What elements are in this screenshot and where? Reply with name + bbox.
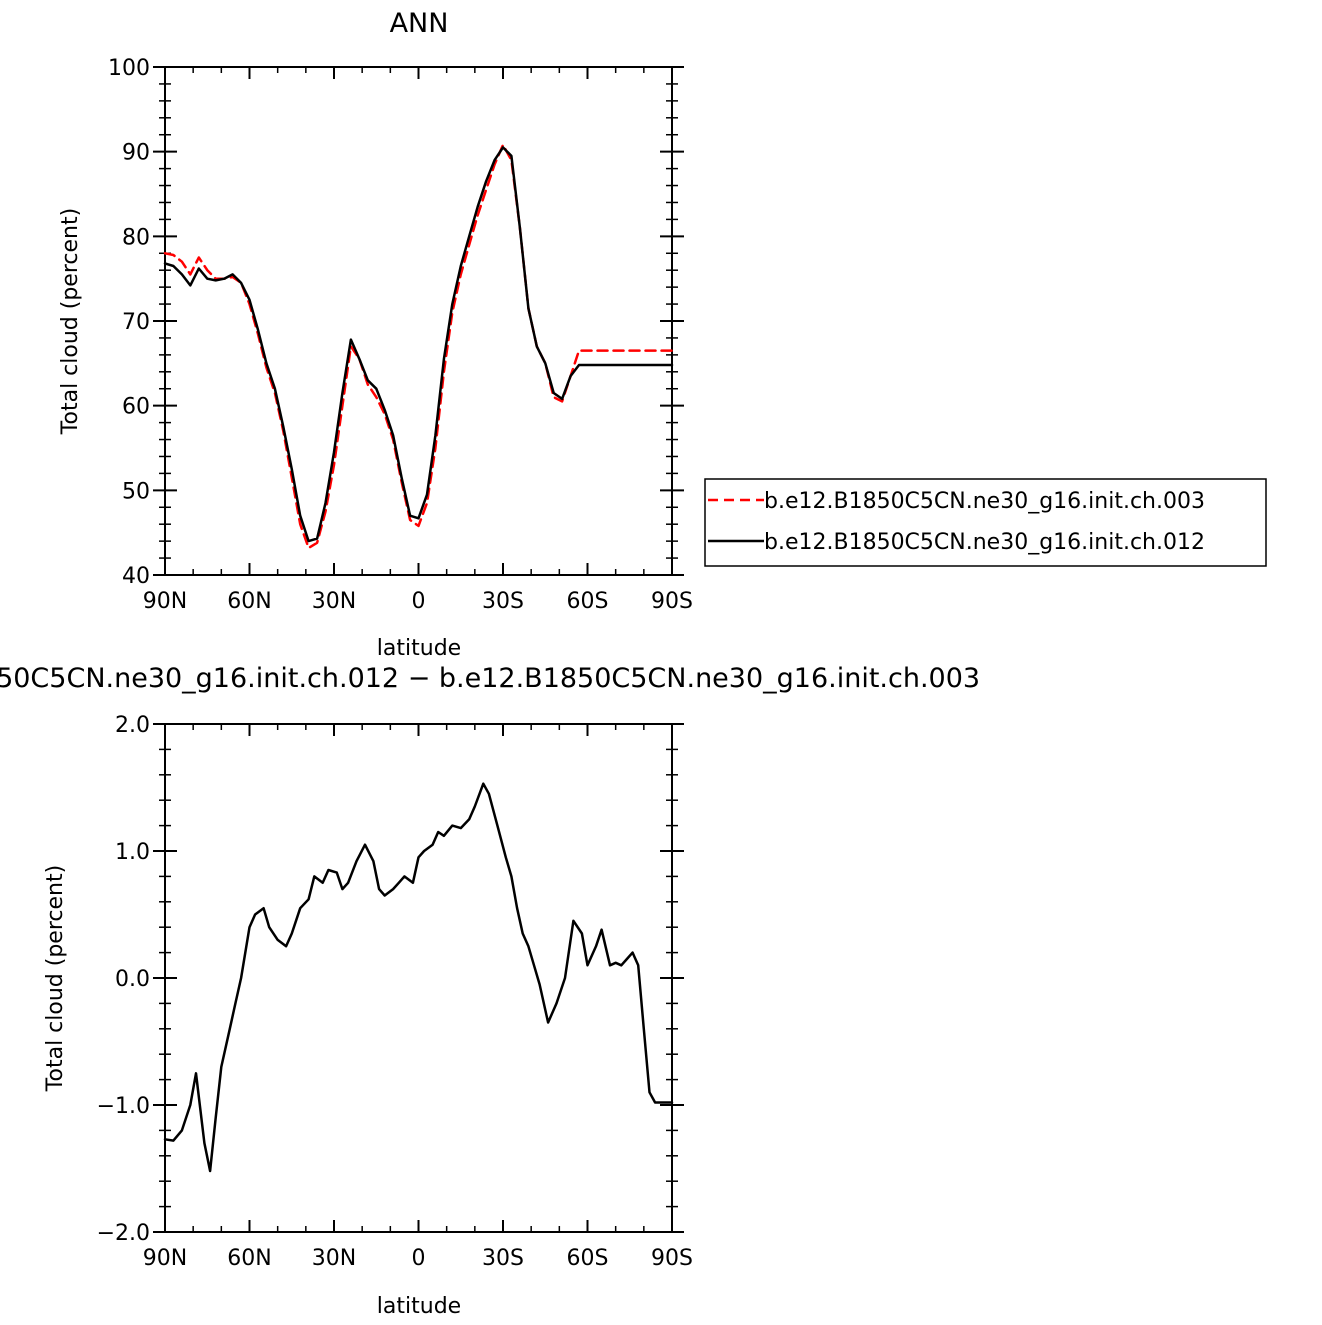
- bottom-y-tick-label: 1.0: [115, 840, 150, 865]
- top-x-tick-label: 30S: [482, 589, 524, 614]
- bottom-series-line-0: [163, 782, 674, 1173]
- top-x-tick-label: 60N: [227, 589, 271, 614]
- bottom-y-tick-label: 2.0: [115, 713, 150, 738]
- bottom-axis-ticks: 90N 60N 30N 0 30S 60S 90S −2.0 −1.0 0.0 1.0 2.0: [97, 713, 693, 1271]
- bottom-x-tick-label: 60N: [227, 1246, 271, 1271]
- top-plot-frame: [164, 66, 673, 576]
- top-panel: ANN 90N 60N 30N 0 30S 60S 90S 40 50 60 70 80 90 100 l…: [58, 8, 1267, 661]
- top-y-tick-label: 100: [108, 56, 150, 81]
- top-y-tick-label: 60: [122, 395, 150, 420]
- top-y-tick-label: 80: [122, 225, 150, 250]
- top-chart-title: ANN: [390, 8, 449, 39]
- top-y-axis-label: Total cloud (percent): [58, 208, 83, 435]
- bottom-x-tick-label: 30N: [312, 1246, 356, 1271]
- top-series-line-0: [163, 143, 674, 550]
- legend: b.e12.B1850C5CN.ne30_g16.init.ch.003 b.e…: [704, 478, 1267, 567]
- top-x-tick-label: 90N: [143, 589, 187, 614]
- bottom-chart-title: b.e12.B1850C5CN.ne30_g16.init.ch.012 − b…: [0, 663, 980, 694]
- legend-label-012: b.e12.B1850C5CN.ne30_g16.init.ch.012: [764, 530, 1205, 555]
- bottom-series-group: [163, 782, 674, 1173]
- top-x-tick-label: 0: [412, 589, 426, 614]
- bottom-x-tick-label: 90S: [651, 1246, 693, 1271]
- top-axis-ticks: 90N 60N 30N 0 30S 60S 90S 40 50 60 70 80 90 100: [108, 56, 693, 614]
- top-y-tick-label: 90: [122, 141, 150, 166]
- top-x-tick-label: 60S: [567, 589, 609, 614]
- bottom-y-tick-label: 0.0: [115, 967, 150, 992]
- bottom-x-tick-label: 30S: [482, 1246, 524, 1271]
- bottom-x-tick-label: 90N: [143, 1246, 187, 1271]
- legend-box: [704, 478, 1267, 567]
- legend-label-003: b.e12.B1850C5CN.ne30_g16.init.ch.003: [764, 489, 1205, 514]
- bottom-y-axis-label: Total cloud (percent): [43, 865, 68, 1092]
- bottom-y-tick-label: −1.0: [97, 1094, 150, 1119]
- bottom-panel: b.e12.B1850C5CN.ne30_g16.init.ch.012 − b…: [0, 663, 980, 1319]
- top-y-tick-label: 50: [122, 479, 150, 504]
- bottom-y-tick-label: −2.0: [97, 1221, 150, 1246]
- top-series-line-1: [163, 146, 674, 543]
- bottom-x-tick-label: 60S: [567, 1246, 609, 1271]
- top-y-tick-label: 70: [122, 310, 150, 335]
- bottom-x-axis-label: latitude: [377, 1294, 461, 1319]
- top-series-group: [163, 143, 674, 550]
- top-x-tick-label: 90S: [651, 589, 693, 614]
- top-y-tick-label: 40: [122, 564, 150, 589]
- top-x-tick-label: 30N: [312, 589, 356, 614]
- top-x-axis-label: latitude: [377, 636, 461, 661]
- bottom-x-tick-label: 0: [412, 1246, 426, 1271]
